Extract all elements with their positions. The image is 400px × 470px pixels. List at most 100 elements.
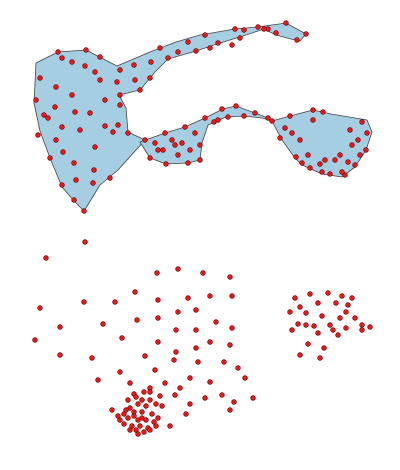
point-marker [295,321,301,327]
point-marker [137,87,143,93]
polygon-middle [139,105,273,165]
point-marker [241,27,247,33]
point-marker [185,160,191,166]
point-marker [165,55,171,61]
point-marker [123,407,129,413]
point-marker [297,304,303,310]
point-marker [131,62,137,68]
point-layer [32,20,373,437]
point-marker [109,407,115,413]
point-marker [207,339,213,345]
point-marker [167,423,173,429]
point-marker [231,399,237,405]
point-marker [157,393,163,399]
point-marker [305,341,311,347]
point-marker [59,55,65,61]
point-marker [147,75,153,81]
point-marker [160,147,166,153]
point-marker [337,315,343,321]
point-marker [139,397,145,403]
point-marker [89,355,95,361]
point-marker [303,322,309,328]
point-marker [37,75,43,81]
point-marker [100,321,106,327]
point-marker [47,155,53,161]
point-marker [162,380,168,386]
point-marker [292,295,298,301]
point-marker [41,112,47,118]
point-marker [352,162,358,168]
point-marker [352,315,358,321]
point-marker [112,299,118,305]
point-marker [57,324,63,330]
point-marker [175,49,181,55]
point-marker [95,377,101,383]
point-marker [82,239,88,245]
point-marker [227,342,233,348]
point-marker [139,409,145,415]
point-marker [135,401,141,407]
point-marker [305,152,311,158]
point-marker [197,142,203,148]
point-marker [310,107,316,113]
point-marker [52,104,58,110]
point-marker [134,317,140,323]
point-marker [154,270,160,276]
point-marker [71,197,77,203]
point-marker [173,349,179,355]
point-marker [297,352,303,358]
point-marker [303,310,309,316]
point-marker [97,54,103,60]
point-marker [202,395,208,401]
point-marker [319,313,325,319]
point-marker [219,392,225,398]
point-marker [367,324,373,330]
point-marker [283,20,289,26]
point-marker [207,379,213,385]
point-marker [225,114,231,120]
point-marker [155,339,161,345]
point-marker [149,411,155,417]
point-marker [282,125,288,131]
point-marker [213,319,219,325]
point-marker [135,431,141,437]
point-marker [187,375,193,381]
point-marker [183,411,189,417]
point-marker [229,325,235,331]
polygon-right [271,109,373,178]
point-marker [155,315,161,321]
point-marker [172,142,178,148]
point-marker [121,421,127,427]
point-marker [33,97,39,103]
point-marker [92,144,98,150]
point-marker [333,300,339,306]
point-marker [315,300,321,306]
point-marker [117,67,123,73]
point-marker [77,127,83,133]
point-marker [53,137,59,143]
point-marker [315,330,321,336]
point-marker [162,130,168,136]
point-marker [125,130,131,136]
point-marker [325,290,331,296]
point-marker [82,63,88,69]
point-marker [141,429,147,435]
point-marker [153,401,159,407]
point-marker [347,127,353,133]
point-marker [169,137,175,143]
point-marker [172,392,178,398]
point-marker [232,26,238,32]
point-marker [241,113,247,119]
point-marker [289,130,295,136]
point-marker [289,327,295,333]
point-marker [327,171,333,177]
point-marker [355,137,361,143]
point-marker [171,357,177,363]
point-marker [349,142,355,148]
point-marker [197,157,203,163]
point-marker [127,427,133,433]
point-marker [59,182,65,188]
point-marker [163,161,169,167]
point-marker [345,302,351,308]
point-marker [261,26,267,32]
